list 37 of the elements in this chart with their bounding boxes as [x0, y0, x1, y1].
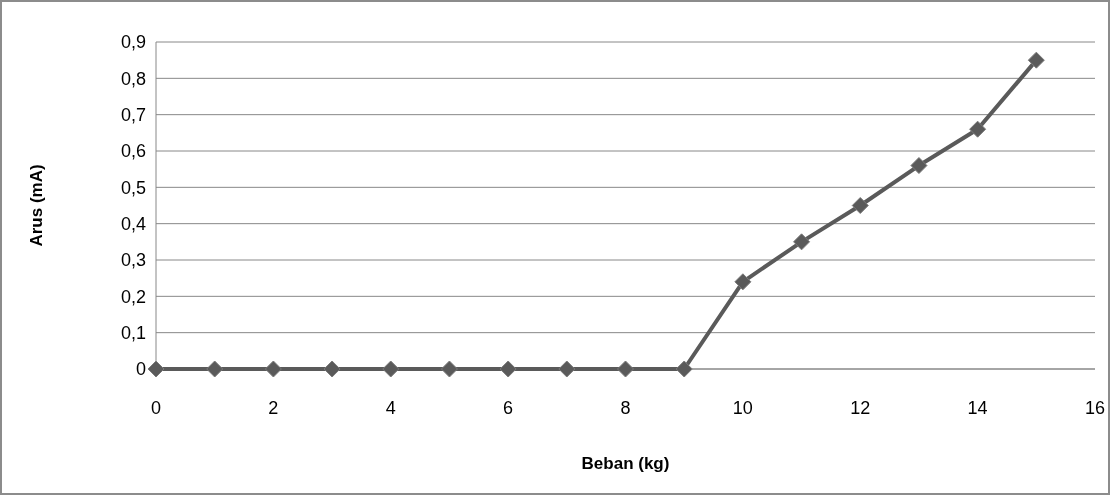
- y-axis-title: Arus (mA): [27, 164, 46, 247]
- x-axis-title: Beban (kg): [581, 454, 670, 473]
- point: [969, 120, 987, 138]
- y-tick-label: 0,2: [120, 286, 146, 307]
- y-tick-label: 0,7: [120, 104, 146, 125]
- y-tick-label: 0,1: [120, 322, 146, 343]
- y-tick-label: 0,8: [120, 68, 146, 89]
- y-tick-label: 0,6: [120, 141, 146, 162]
- point: [264, 360, 282, 378]
- y-tick-label: 0,9: [120, 32, 146, 53]
- point: [382, 360, 400, 378]
- y-tick-label: 0: [135, 359, 146, 380]
- point: [851, 197, 869, 214]
- x-tick-label: 2: [268, 398, 279, 418]
- y-tick-label: 0,3: [120, 250, 146, 271]
- y-tick-label: 0,5: [120, 177, 146, 198]
- point: [793, 233, 811, 251]
- x-tick-label: 8: [620, 398, 631, 418]
- point: [910, 157, 928, 175]
- point: [499, 360, 517, 378]
- x-tick-label: 12: [850, 398, 871, 418]
- point: [734, 273, 752, 291]
- x-tick-label: 10: [732, 398, 753, 418]
- x-tick-label: 6: [503, 398, 514, 418]
- point: [617, 360, 634, 378]
- point: [558, 360, 576, 378]
- point: [675, 360, 693, 378]
- point: [440, 360, 458, 378]
- point: [147, 360, 165, 378]
- x-tick-label: 16: [1084, 398, 1106, 418]
- x-tick-label: 4: [385, 398, 396, 418]
- y-tick-label: 0,4: [120, 213, 146, 234]
- point: [323, 360, 341, 378]
- point: [206, 360, 224, 378]
- point: [1027, 51, 1045, 69]
- x-tick-label: 14: [967, 398, 988, 418]
- x-tick-label: 0: [150, 398, 162, 418]
